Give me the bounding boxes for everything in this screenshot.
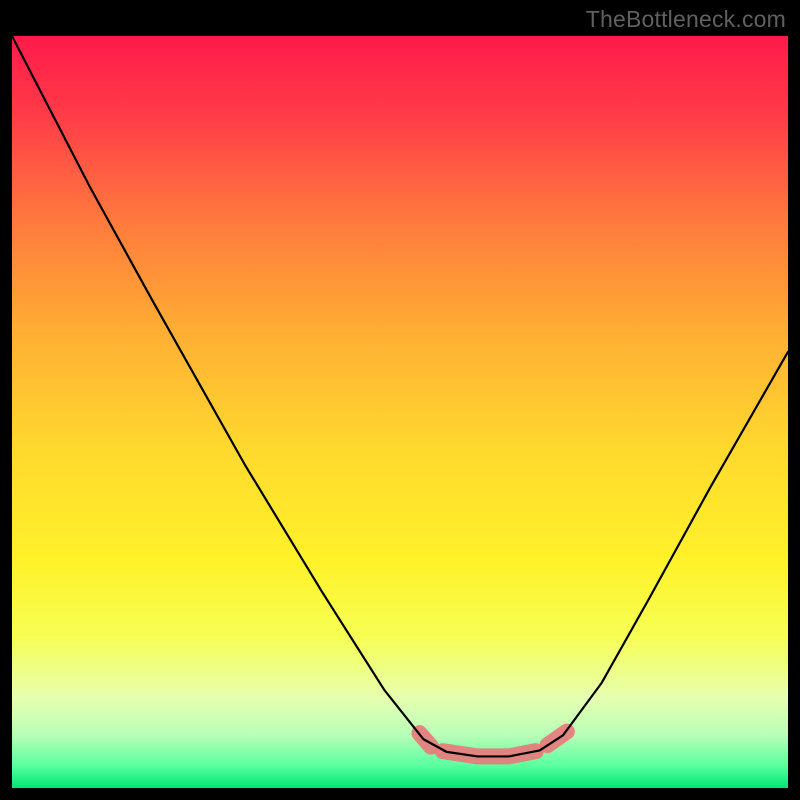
curve-layer [12, 36, 788, 788]
chart-frame: TheBottleneck.com [0, 0, 800, 800]
watermark-text: TheBottleneck.com [586, 6, 786, 33]
highlight-band [419, 732, 566, 757]
bottleneck-curve [12, 36, 788, 756]
plot-area [12, 36, 788, 788]
